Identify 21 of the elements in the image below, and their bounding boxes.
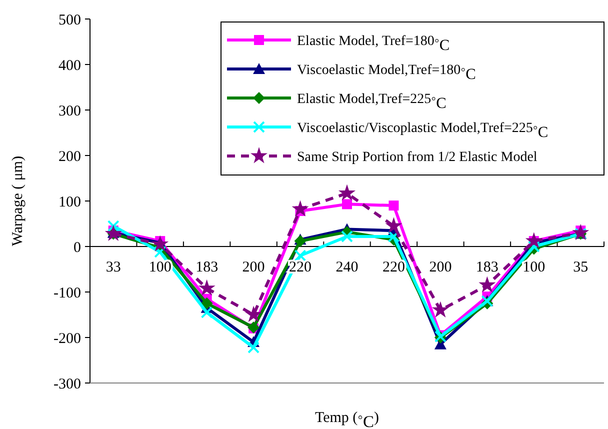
y-tick-label: -100 bbox=[54, 285, 81, 302]
y-tick-label: 0 bbox=[74, 240, 81, 256]
x-tick-label: 100 bbox=[148, 260, 172, 276]
y-tick-label: 300 bbox=[58, 103, 81, 120]
x-tick-label: 35 bbox=[573, 260, 588, 276]
y-tick-label: -300 bbox=[54, 376, 81, 392]
y-tick-label: -200 bbox=[54, 330, 81, 347]
x-tick-label: 100 bbox=[522, 260, 546, 276]
x-tick-label: 183 bbox=[196, 260, 218, 276]
y-axis-title: Warpage ( μm) bbox=[10, 156, 26, 246]
x-tick-label: 200 bbox=[242, 260, 265, 276]
x-tick-label: 220 bbox=[382, 260, 405, 276]
x-tick-label: 33 bbox=[106, 260, 121, 276]
x-tick-label: 200 bbox=[429, 260, 452, 276]
legend-label: Same Strip Portion from 1/2 Elastic Model bbox=[297, 150, 538, 165]
y-tick-label: 200 bbox=[58, 148, 81, 165]
x-tick-label: 183 bbox=[476, 260, 498, 276]
y-tick-label: 500 bbox=[58, 12, 81, 28]
x-tick-label: 240 bbox=[336, 260, 358, 276]
y-tick-label: 100 bbox=[58, 194, 81, 210]
y-tick-label: 400 bbox=[58, 58, 81, 74]
